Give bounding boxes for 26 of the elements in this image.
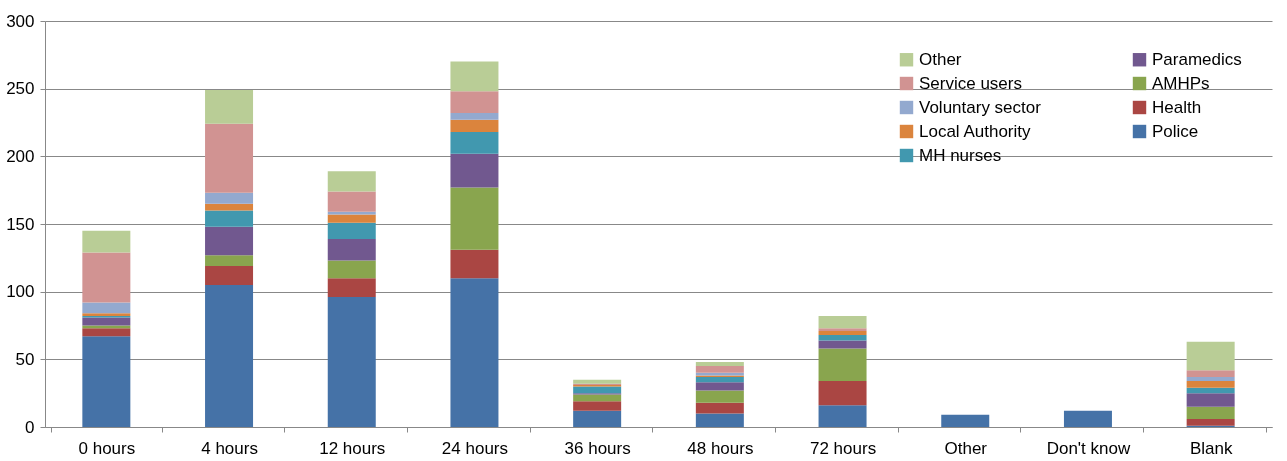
legend-label: Health — [1152, 97, 1202, 117]
y-tick-label: 0 — [25, 417, 35, 437]
x-tick-label: 24 hours — [441, 438, 509, 458]
legend-label: MH nurses — [919, 145, 1002, 165]
x-tick-label: 12 hours — [319, 438, 386, 458]
y-tick-label: 300 — [6, 11, 35, 31]
y-tick-label: 250 — [6, 79, 35, 99]
x-tick-label: 4 hours — [201, 438, 258, 458]
x-tick-label: 36 hours — [564, 438, 631, 458]
x-tick-label: 48 hours — [687, 438, 754, 458]
legend-label: Local Authority — [919, 121, 1032, 141]
x-tick-label: Blank — [1189, 438, 1233, 458]
legend-label: Voluntary sector — [919, 97, 1042, 117]
legend-label: Other — [919, 49, 962, 69]
y-tick-label: 200 — [6, 146, 35, 166]
y-tick-label: 150 — [6, 214, 35, 234]
x-tick-label: Don't know — [1046, 438, 1131, 458]
legend-label: Service users — [919, 73, 1022, 93]
x-tick-label: 0 hours — [78, 438, 136, 458]
x-tick-label: Other — [944, 438, 988, 458]
legend-label: AMHPs — [1152, 73, 1210, 93]
y-tick-label: 50 — [15, 349, 35, 369]
y-tick-label: 100 — [6, 282, 35, 302]
legend-label: Paramedics — [1152, 49, 1242, 69]
legend-label: Police — [1152, 121, 1199, 141]
x-tick-label: 72 hours — [809, 438, 877, 458]
